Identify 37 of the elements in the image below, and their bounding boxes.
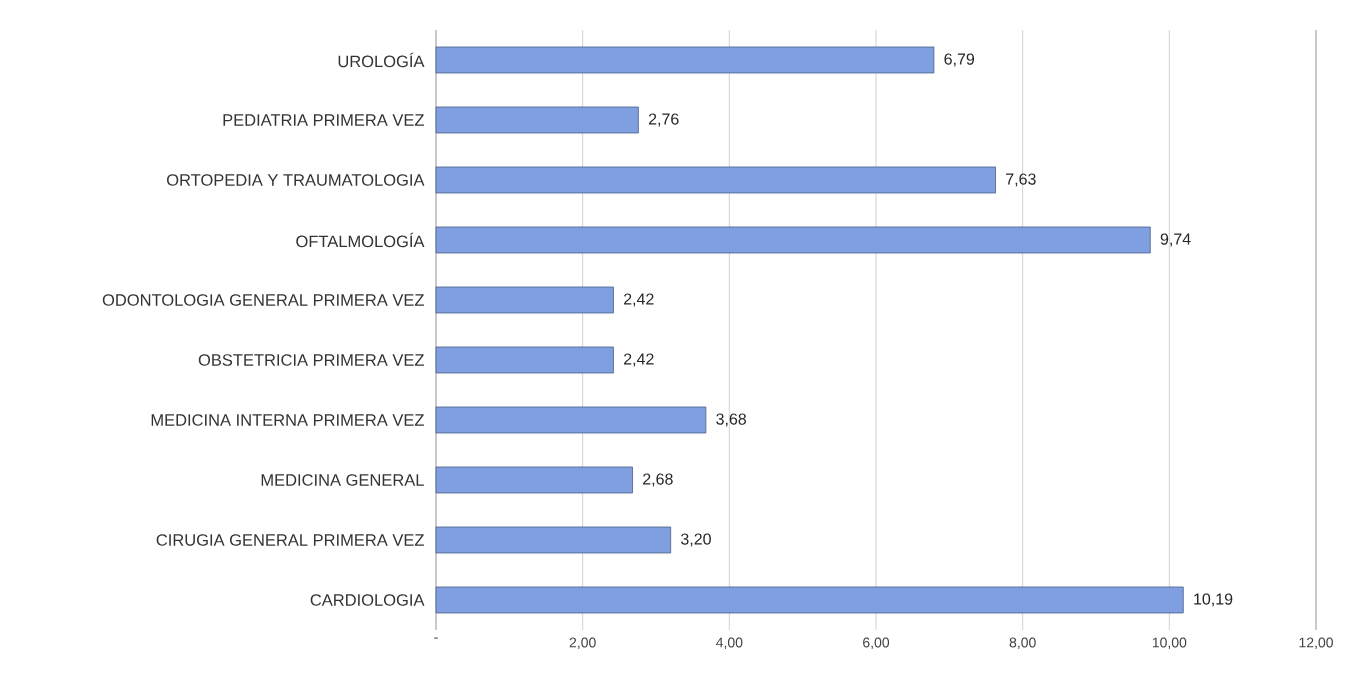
y-tick-label: OBSTETRICIA PRIMERA VEZ — [198, 354, 424, 366]
x-tick-label: 12,00 — [1299, 637, 1333, 650]
bar — [435, 226, 1151, 254]
bar — [435, 586, 1184, 614]
data-label: 3,68 — [716, 413, 747, 427]
y-tick-label: CARDIOLOGIA — [310, 594, 425, 606]
y-tick-label: OFTALMOLOGÍA — [296, 232, 425, 248]
y-tick-label: ORTOPEDIA Y TRAUMATOLOGIA — [167, 174, 425, 186]
bar — [435, 46, 935, 74]
bar — [435, 346, 614, 374]
x-tick-label: - — [434, 637, 438, 639]
y-tick-label: PEDIATRIA PRIMERA VEZ — [223, 114, 424, 126]
bar — [435, 106, 639, 134]
data-label: 3,20 — [681, 533, 711, 547]
data-label: 7,63 — [1006, 173, 1036, 187]
bar — [435, 406, 707, 434]
y-tick-label: CIRUGIA GENERAL PRIMERA VEZ — [156, 534, 424, 546]
y-tick-label: UROLOGÍA — [338, 52, 425, 68]
data-label: 2,42 — [624, 353, 654, 367]
x-tick-label: 6,00 — [863, 637, 890, 650]
y-tick-label: ODONTOLOGIA GENERAL PRIMERA VEZ — [102, 294, 424, 306]
data-label: 6,79 — [944, 53, 975, 67]
x-tick-label: 2,00 — [569, 637, 596, 650]
y-tick-label: MEDICINA INTERNA PRIMERA VEZ — [151, 414, 424, 426]
data-label: 2,76 — [648, 113, 679, 127]
data-label: 2,68 — [643, 473, 673, 487]
bar — [435, 286, 614, 314]
data-label: 10,19 — [1194, 593, 1233, 607]
x-tick-label: 10,00 — [1152, 637, 1187, 650]
y-tick-label: MEDICINA GENERAL — [261, 474, 424, 486]
x-tick-label: 4,00 — [716, 637, 743, 650]
bar — [435, 526, 672, 554]
data-label: 9,74 — [1160, 233, 1191, 247]
bar — [435, 166, 996, 194]
x-tick-label: 8,00 — [1009, 637, 1036, 650]
bar — [435, 466, 633, 494]
data-label: 2,42 — [624, 293, 654, 307]
